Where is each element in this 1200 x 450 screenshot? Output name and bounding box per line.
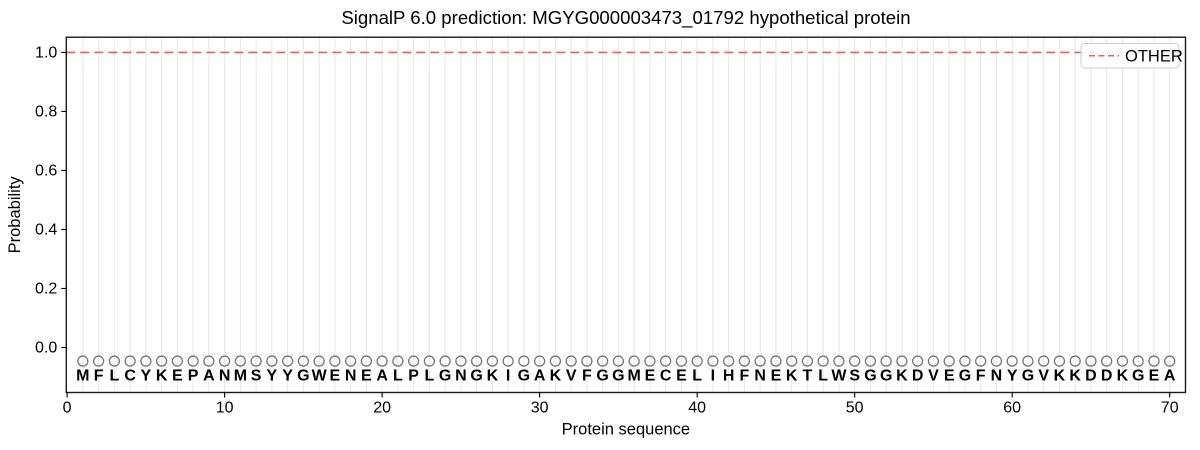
svg-text:E: E: [330, 368, 341, 385]
svg-text:G: G: [596, 368, 608, 385]
svg-text:Y: Y: [141, 368, 152, 385]
svg-text:N: N: [991, 368, 1003, 385]
svg-text:Protein sequence: Protein sequence: [562, 421, 690, 439]
svg-text:G: G: [1132, 368, 1144, 385]
svg-text:P: P: [188, 368, 199, 385]
svg-text:N: N: [345, 368, 357, 385]
svg-text:S: S: [251, 368, 262, 385]
svg-text:10: 10: [216, 400, 234, 417]
svg-text:N: N: [219, 368, 231, 385]
svg-text:G: G: [880, 368, 892, 385]
svg-text:Y: Y: [267, 368, 278, 385]
svg-text:L: L: [818, 368, 828, 385]
svg-text:0.8: 0.8: [35, 103, 57, 120]
svg-text:K: K: [1069, 368, 1081, 385]
svg-text:L: L: [424, 368, 434, 385]
svg-text:A: A: [1164, 368, 1176, 385]
svg-text:Y: Y: [282, 368, 293, 385]
svg-text:S: S: [849, 368, 860, 385]
svg-text:0.6: 0.6: [35, 162, 57, 179]
svg-text:N: N: [754, 368, 766, 385]
svg-text:0: 0: [63, 400, 72, 417]
svg-text:60: 60: [1003, 400, 1021, 417]
svg-text:L: L: [692, 368, 702, 385]
svg-text:C: C: [124, 368, 136, 385]
svg-text:L: L: [109, 368, 119, 385]
svg-text:G: G: [297, 368, 309, 385]
svg-text:30: 30: [531, 400, 549, 417]
svg-text:20: 20: [373, 400, 391, 417]
svg-text:E: E: [771, 368, 782, 385]
svg-text:N: N: [455, 368, 467, 385]
svg-text:70: 70: [1161, 400, 1179, 417]
svg-text:K: K: [896, 368, 908, 385]
svg-text:I: I: [711, 368, 715, 385]
svg-text:E: E: [676, 368, 687, 385]
svg-text:50: 50: [846, 400, 864, 417]
svg-text:G: G: [864, 368, 876, 385]
svg-text:0.2: 0.2: [35, 280, 57, 297]
svg-text:D: D: [1101, 368, 1113, 385]
svg-text:I: I: [506, 368, 510, 385]
svg-text:L: L: [393, 368, 403, 385]
svg-text:M: M: [627, 368, 640, 385]
svg-text:V: V: [566, 368, 577, 385]
svg-text:A: A: [203, 368, 215, 385]
svg-text:M: M: [234, 368, 247, 385]
svg-text:M: M: [76, 368, 89, 385]
svg-text:K: K: [156, 368, 168, 385]
svg-text:T: T: [803, 368, 813, 385]
svg-text:G: G: [439, 368, 451, 385]
svg-text:G: G: [1022, 368, 1034, 385]
svg-text:G: G: [612, 368, 624, 385]
svg-text:F: F: [976, 368, 986, 385]
svg-text:K: K: [1054, 368, 1066, 385]
svg-text:F: F: [582, 368, 592, 385]
svg-text:W: W: [831, 368, 847, 385]
svg-text:G: G: [518, 368, 530, 385]
svg-text:V: V: [1038, 368, 1049, 385]
svg-text:P: P: [408, 368, 419, 385]
svg-text:D: D: [1085, 368, 1097, 385]
svg-text:G: G: [959, 368, 971, 385]
svg-text:F: F: [740, 368, 750, 385]
svg-text:K: K: [1117, 368, 1129, 385]
svg-text:A: A: [534, 368, 546, 385]
svg-text:K: K: [550, 368, 562, 385]
svg-text:E: E: [944, 368, 955, 385]
svg-text:H: H: [723, 368, 735, 385]
svg-text:E: E: [361, 368, 372, 385]
svg-text:Y: Y: [1007, 368, 1018, 385]
svg-text:G: G: [470, 368, 482, 385]
svg-text:F: F: [94, 368, 104, 385]
svg-text:K: K: [786, 368, 798, 385]
svg-text:E: E: [172, 368, 183, 385]
svg-text:0.4: 0.4: [35, 221, 57, 238]
svg-text:C: C: [660, 368, 672, 385]
svg-text:Probability: Probability: [6, 176, 24, 254]
svg-text:0.0: 0.0: [35, 340, 57, 357]
svg-text:A: A: [376, 368, 388, 385]
svg-text:E: E: [1149, 368, 1160, 385]
svg-text:1.0: 1.0: [35, 44, 57, 61]
svg-text:K: K: [487, 368, 499, 385]
svg-text:D: D: [912, 368, 924, 385]
svg-text:OTHER: OTHER: [1125, 47, 1183, 65]
svg-text:W: W: [312, 368, 328, 385]
svg-text:V: V: [928, 368, 939, 385]
svg-text:40: 40: [688, 400, 706, 417]
svg-text:E: E: [645, 368, 656, 385]
